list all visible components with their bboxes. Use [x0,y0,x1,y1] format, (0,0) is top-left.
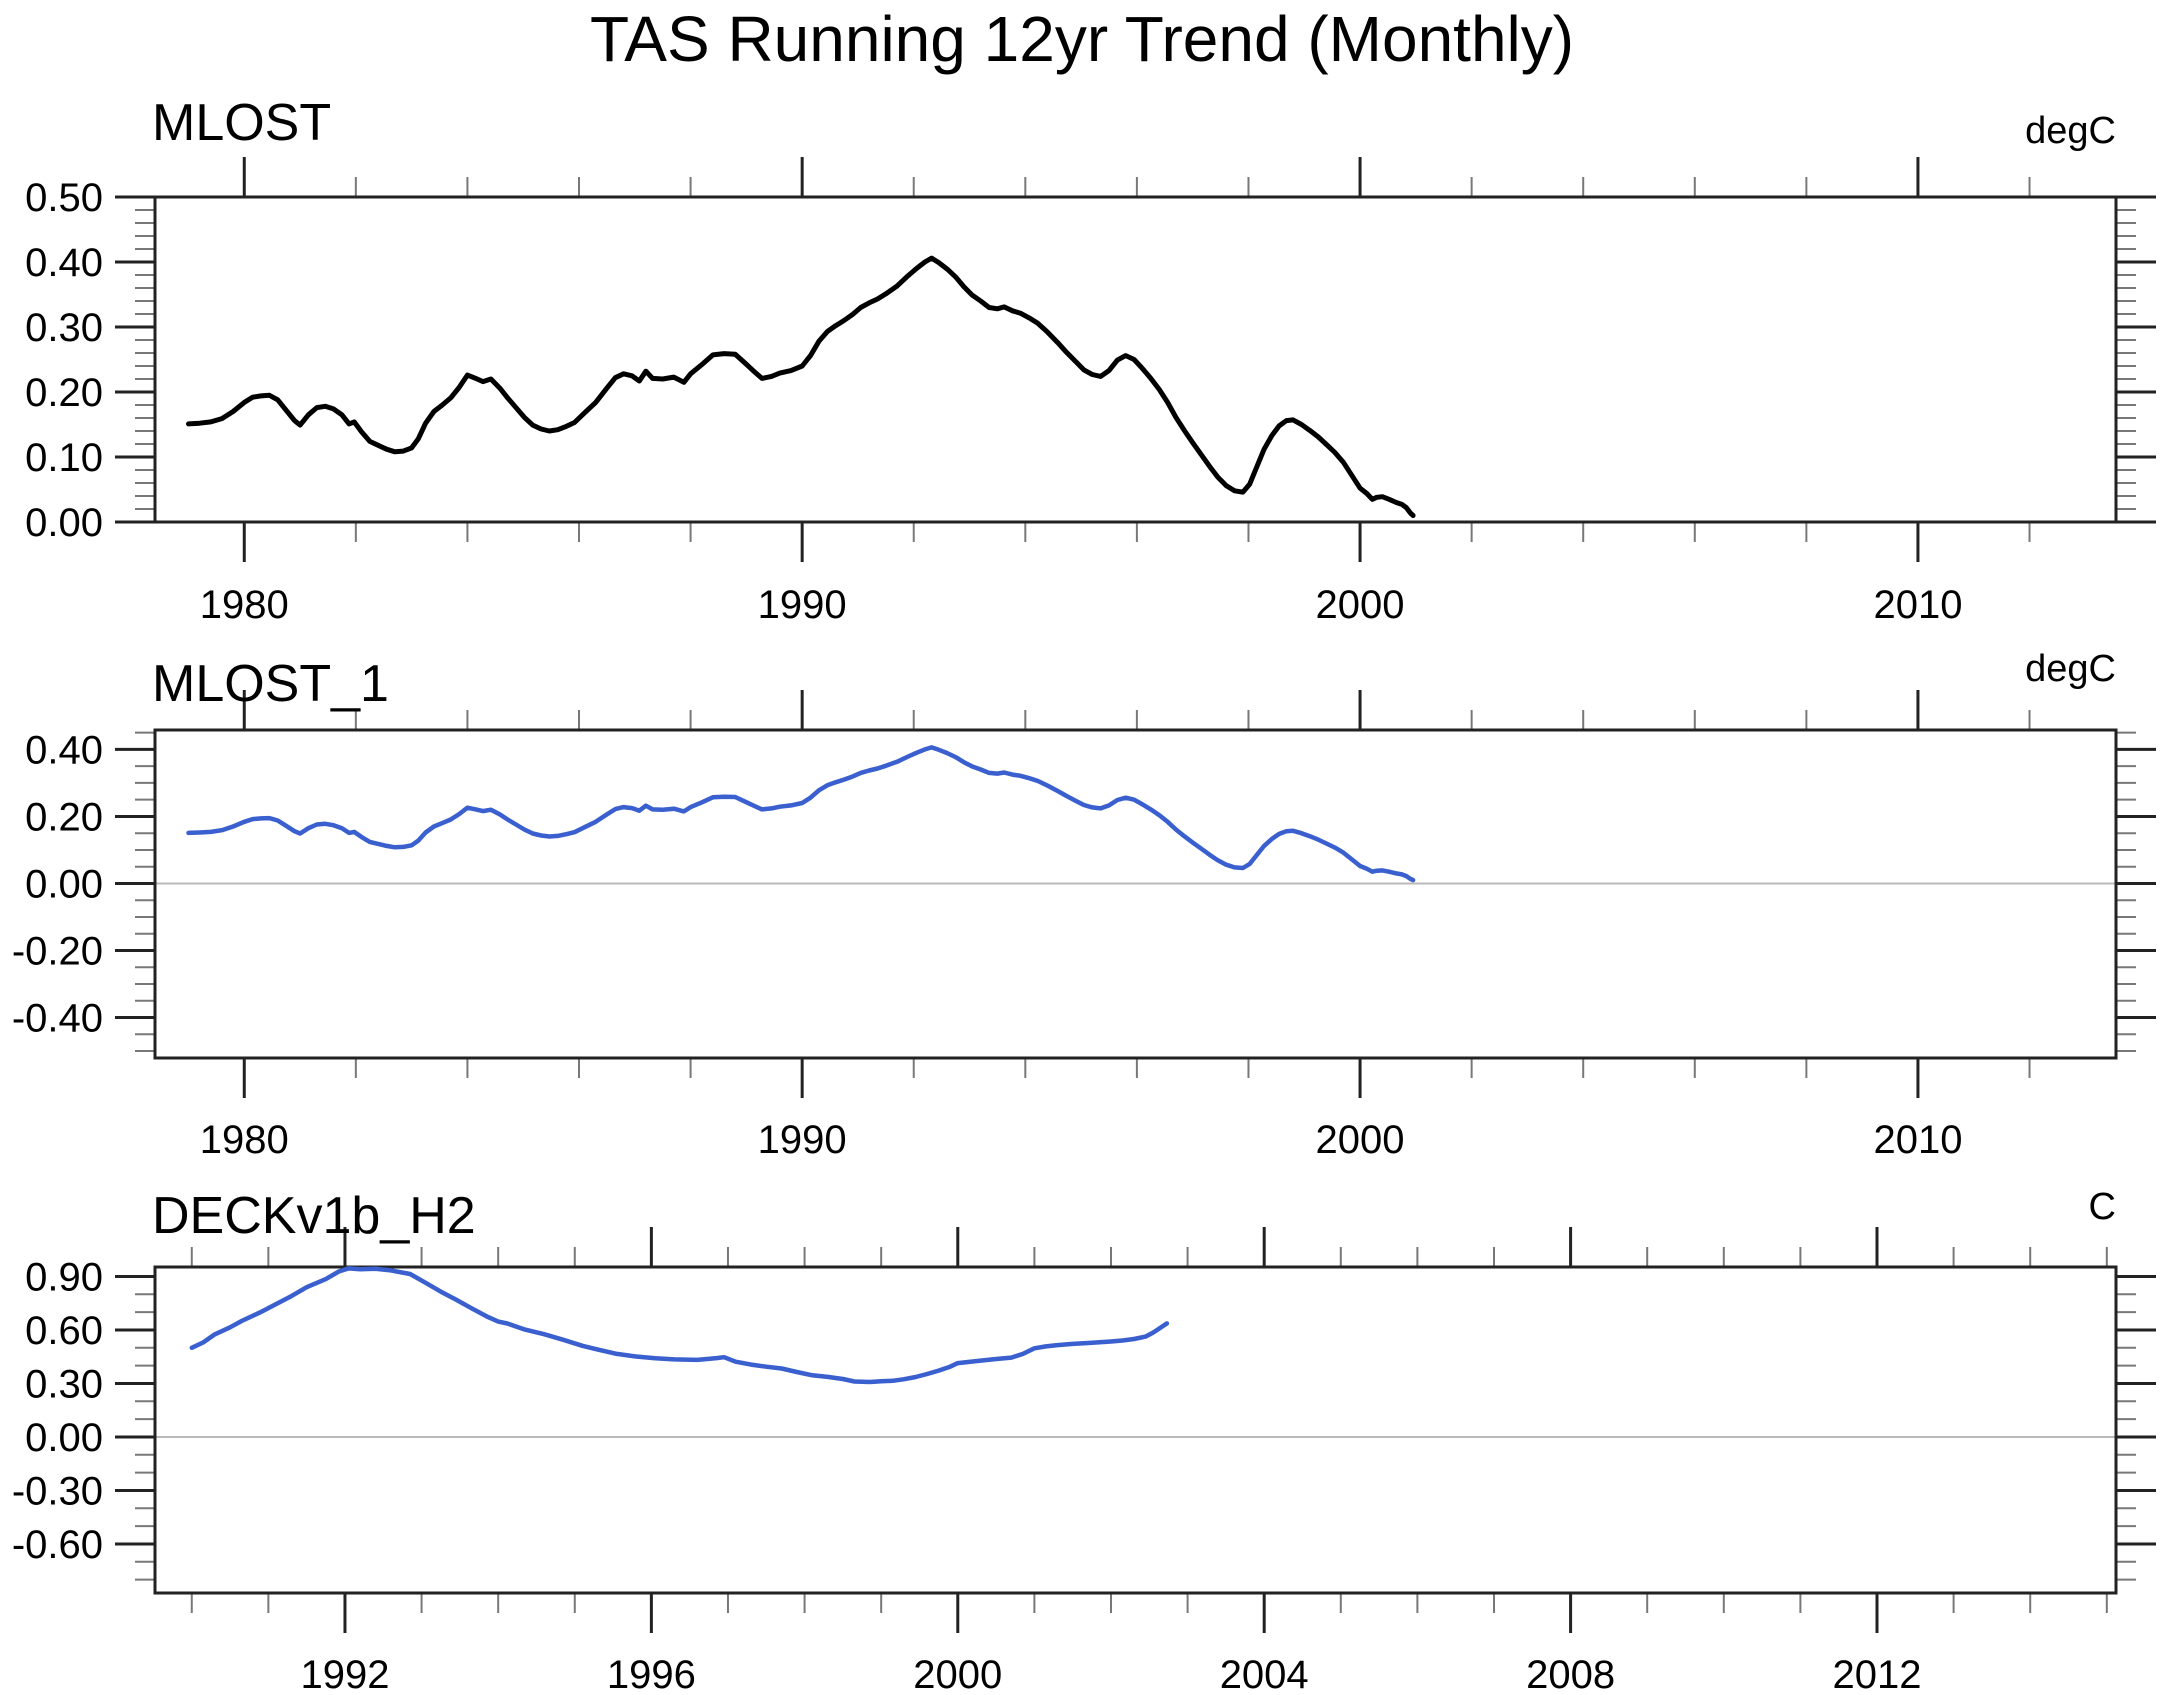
y-axis-tick-label: 0.40 [25,241,103,285]
unit-label: degC [2025,110,2116,152]
x-axis-tick-label: 2010 [1873,583,1962,627]
y-axis-tick-label: -0.30 [12,1469,103,1513]
data-line-MLOST [186,255,1416,518]
panel-frame [153,195,2118,524]
x-axis-tick-label: 2010 [1873,1118,1962,1162]
x-axis-tick-label: 1992 [300,1653,389,1695]
x-axis-tick-label: 2004 [1220,1653,1309,1695]
panel-title: MLOST_1 [152,655,389,713]
x-axis-tick-label: 1990 [758,583,847,627]
x-axis-tick-label: 2000 [1316,583,1405,627]
y-axis-tick-label: 0.50 [25,176,103,220]
y-axis-tick-label: -0.40 [12,996,103,1040]
panel-frame [153,1265,2118,1595]
unit-label: C [2089,1186,2116,1228]
y-axis-tick-label: 0.00 [25,501,103,545]
panel-title: MLOST [152,94,331,152]
x-axis-tick-label: 2000 [1316,1118,1405,1162]
y-axis-tick-label: 0.30 [25,1362,103,1406]
x-axis-tick-label: 2008 [1526,1653,1615,1695]
y-axis-tick-label: 0.60 [25,1309,103,1353]
x-axis-tick-label: 2012 [1833,1653,1922,1695]
y-axis-tick-label: 0.40 [25,728,103,772]
x-axis-tick-label: 2000 [913,1653,1002,1695]
x-axis-tick-label: 1996 [607,1653,696,1695]
panel-frame [153,728,2118,1060]
y-axis-tick-label: 0.20 [25,795,103,839]
y-axis-tick-label: -0.60 [12,1523,103,1567]
data-line-DECKv1b_H2 [189,1266,1170,1385]
y-axis-tick-label: 0.90 [25,1255,103,1299]
y-axis-tick-label: 0.20 [25,371,103,415]
data-line-MLOST_1 [186,745,1416,883]
y-axis-tick-label: 0.00 [25,1416,103,1460]
panel-title: DECKv1b_H2 [152,1187,476,1245]
unit-label: degC [2025,648,2116,690]
chart-main-title: TAS Running 12yr Trend (Monthly) [589,3,1575,75]
x-axis-tick-label: 1980 [200,1118,289,1162]
y-axis-tick-label: 0.30 [25,306,103,350]
x-axis-tick-label: 1990 [758,1118,847,1162]
y-axis-tick-label: 0.10 [25,436,103,480]
x-axis-tick-label: 1980 [200,583,289,627]
y-axis-tick-label: -0.20 [12,929,103,973]
y-axis-tick-label: 0.00 [25,862,103,906]
